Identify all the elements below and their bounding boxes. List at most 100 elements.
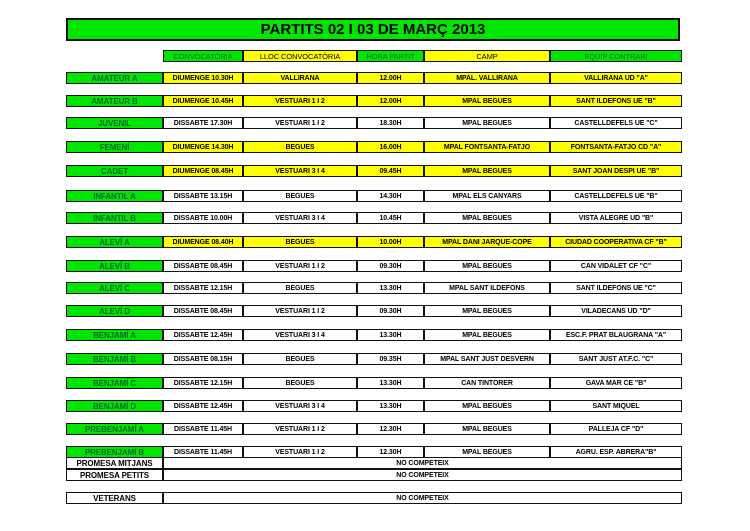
table-row: AMATEUR B DIUMENGE 10.45H VESTUARI 1 I 2 12… (66, 95, 682, 107)
team-name: ALEVÍ A (66, 236, 163, 248)
table-cell: 12.00H (357, 72, 424, 84)
column-header: LLOC CONVOCATÒRIA (243, 50, 357, 62)
table-cell: VESTUARI 1 I 2 (243, 260, 357, 272)
table-row: INFANTIL A DISSABTE 13.15H BEGUES 14.30H MPA… (66, 190, 682, 202)
table-cell: VISTA ALEGRE UD "B" (550, 212, 682, 224)
table-cell: FONTSANTA-FATJO CD "A" (550, 141, 682, 153)
table-cell: 13.30H (357, 282, 424, 294)
header-spacer (66, 50, 163, 62)
no-compete-cell: NO COMPETEIX (163, 492, 682, 504)
table-cell: 13.30H (357, 377, 424, 389)
table-row: BENJAMÍ C DISSABTE 12.15H BEGUES 13.30H CAN … (66, 377, 682, 389)
table-cell: BEGUES (243, 353, 357, 365)
table-cell: MPAL SANT JUST DESVERN (424, 353, 550, 365)
table-cell: DISSABTE 13.15H (163, 190, 243, 202)
table-cell: MPAL DANI JARQUE-COPE (424, 236, 550, 248)
table-cell: BEGUES (243, 190, 357, 202)
table-row: BENJAMÍ D DISSABTE 12.45H VESTUARI 3 I 4 13… (66, 400, 682, 412)
table-cell: DISSABTE 12.45H (163, 400, 243, 412)
team-name: INFANTIL B (66, 212, 163, 224)
table-cell: DIUMENGE 08.40H (163, 236, 243, 248)
table-cell: SANT MIQUEL (550, 400, 682, 412)
table-cell: 09.30H (357, 260, 424, 272)
table-cell: MPAL BEGUES (424, 117, 550, 129)
table-cell: DISSABTE 17.30H (163, 117, 243, 129)
table-row-no-compete: PROMESA MITJANS NO COMPETEIX (66, 457, 682, 469)
table-cell: 09.35H (357, 353, 424, 365)
table-cell: 13.30H (357, 400, 424, 412)
table-cell: CAN VIDALET CF "C" (550, 260, 682, 272)
table-cell: CIUDAD COOPERATIVA CF "B" (550, 236, 682, 248)
table-cell: VALLIRANA (243, 72, 357, 84)
table-cell: MPAL BEGUES (424, 423, 550, 435)
table-cell: DISSABTE 10.00H (163, 212, 243, 224)
table-row: JUVENIL DISSABTE 17.30H VESTUARI 1 I 2 18.3… (66, 117, 682, 129)
table-row: ALEVÍ D DISSABTE 08.45H VESTUARI 1 I 2 09.3… (66, 305, 682, 317)
column-header: CAMP (424, 50, 550, 62)
table-cell: CASTELLDEFELS UE "C" (550, 117, 682, 129)
team-name: ALEVÍ D (66, 305, 163, 317)
column-header: CONVOCATÒRIA (163, 50, 243, 62)
table-cell: BEGUES (243, 377, 357, 389)
table-row: ALEVÍ B DISSABTE 08.45H VESTUARI 1 I 2 09.3… (66, 260, 682, 272)
table-cell: 09.30H (357, 305, 424, 317)
table-cell: DISSABTE 08.45H (163, 305, 243, 317)
team-name: BENJAMÍ C (66, 377, 163, 389)
team-name: FEMENÍ (66, 141, 163, 153)
table-cell: MPAL. VALLIRANA (424, 72, 550, 84)
table-row: BENJAMÍ B DISSABTE 08.15H BEGUES 09.35H MPAL… (66, 353, 682, 365)
table-cell: BEGUES (243, 282, 357, 294)
page-title: PARTITS 02 I 03 DE MARÇ 2013 (66, 18, 680, 41)
table-cell: DISSABTE 12.15H (163, 377, 243, 389)
team-name: PREBENJAMÍ A (66, 423, 163, 435)
table-cell: PALLEJA CF "D" (550, 423, 682, 435)
table-row-no-compete: PROMESA PETITS NO COMPETEIX (66, 469, 682, 481)
table-cell: MPAL BEGUES (424, 329, 550, 341)
table-cell: VESTUARI 3 I 4 (243, 165, 357, 177)
table-cell: CASTELLDEFELS UE "B" (550, 190, 682, 202)
table-cell: BEGUES (243, 236, 357, 248)
table-cell: MPAL ELS CANYARS (424, 190, 550, 202)
table-cell: MPAL BEGUES (424, 260, 550, 272)
table-cell: MPAL BEGUES (424, 212, 550, 224)
table-cell: MPAL BEGUES (424, 400, 550, 412)
team-name: CADET (66, 165, 163, 177)
team-name: BENJAMÍ A (66, 329, 163, 341)
team-name: ALEVÍ B (66, 260, 163, 272)
table-cell: BEGUES (243, 141, 357, 153)
table-row: ALEVÍ C DISSABTE 12.15H BEGUES 13.30H MPAL S… (66, 282, 682, 294)
team-name: JUVENIL (66, 117, 163, 129)
table-cell: 12.00H (357, 95, 424, 107)
table-cell: VESTUARI 1 I 2 (243, 117, 357, 129)
table-cell: VESTUARI 1 I 2 (243, 305, 357, 317)
team-name: PROMESA MITJANS (66, 457, 163, 469)
team-name: VETERANS (66, 492, 163, 504)
table-row: ALEVÍ A DIUMENGE 08.40H BEGUES 10.00H MPAL D… (66, 236, 682, 248)
table-cell: MPAL BEGUES (424, 165, 550, 177)
table-cell: CAN TINTORER (424, 377, 550, 389)
team-name: INFANTIL A (66, 190, 163, 202)
table-cell: SANT ILDEFONS UE "C" (550, 282, 682, 294)
table-cell: SANT JOAN DESPI UE "B" (550, 165, 682, 177)
table-cell: DISSABTE 12.15H (163, 282, 243, 294)
table-row-no-compete: VETERANS NO COMPETEIX (66, 492, 682, 504)
table-cell: SANT JUST AT.F.C. "C" (550, 353, 682, 365)
table-cell: DISSABTE 12.45H (163, 329, 243, 341)
table-cell: VALLIRANA UD "A" (550, 72, 682, 84)
table-cell: 14.30H (357, 190, 424, 202)
table-cell: DIUMENGE 10.45H (163, 95, 243, 107)
table-cell: GAVA MAR CE "B" (550, 377, 682, 389)
table-cell: MPAL BEGUES (424, 305, 550, 317)
team-name: BENJAMÍ D (66, 400, 163, 412)
table-cell: 16.00H (357, 141, 424, 153)
table-row: PREBENJAMÍ A DISSABTE 11.45H VESTUARI 1 I … (66, 423, 682, 435)
table-cell: VILADECANS UD "D" (550, 305, 682, 317)
table-cell: VESTUARI 3 I 4 (243, 329, 357, 341)
table-row: FEMENÍ DIUMENGE 14.30H BEGUES 16.00H MPAL FO… (66, 141, 682, 153)
table-cell: VESTUARI 1 I 2 (243, 423, 357, 435)
table-cell: DISSABTE 08.45H (163, 260, 243, 272)
table-cell: MPAL FONTSANTA-FATJO (424, 141, 550, 153)
no-compete-cell: NO COMPETEIX (163, 469, 682, 481)
table-cell: DIUMENGE 14.30H (163, 141, 243, 153)
